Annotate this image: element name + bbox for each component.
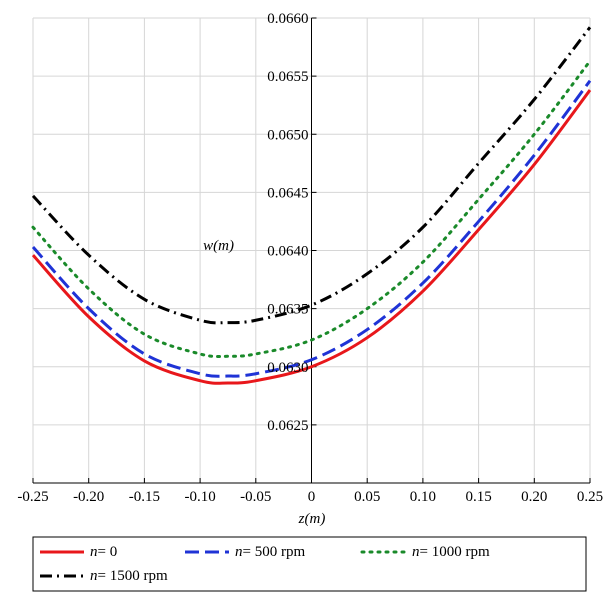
y-axis-title: w(m) [203,238,234,254]
y-tick-label: 0.0655 [267,69,308,85]
x-axis-title: z(m) [298,511,326,527]
x-tick-label: -0.25 [17,489,48,505]
legend-label-2: n= 1000 rpm [412,544,490,560]
series-line-0 [31,89,592,385]
series-line-1 [31,79,592,378]
legend-label-1: n= 500 rpm [235,544,305,560]
y-tick-label: 0.0650 [267,127,308,143]
legend-label-3: n= 1500 rpm [90,568,168,584]
legend-box [32,536,587,592]
x-tick-label: 0.05 [354,489,380,505]
y-tick-label: 0.0640 [267,244,308,260]
x-tick-label: 0.10 [410,489,436,505]
x-tick-label: 0.20 [521,489,547,505]
x-tick-label: 0.15 [465,489,491,505]
x-tick-label: -0.20 [73,489,104,505]
x-tick-label: -0.05 [240,489,271,505]
legend-label-0: n= 0 [90,544,117,560]
x-tick-label: 0.25 [577,489,603,505]
y-tick-label: 0.0625 [267,418,308,434]
series-lines [31,26,592,385]
x-tick-label: 0 [308,489,316,505]
x-tick-label: -0.15 [129,489,160,505]
y-tick-label: 0.0645 [267,185,308,201]
y-tick-label: 0.0635 [267,302,308,318]
y-tick-label: 0.0630 [267,360,308,376]
legend: n= 0 n= 500 rpm n= 1000 rpm n= 1500 rpm [32,536,587,592]
tick-labels: -0.25 -0.20 -0.15 -0.10 -0.05 0 0.05 0.10 0.15 0.… [17,11,603,505]
y-tick-label: 0.0660 [267,11,308,27]
x-tick-label: -0.10 [184,489,215,505]
series-line-3 [31,26,592,325]
axes [32,17,591,484]
